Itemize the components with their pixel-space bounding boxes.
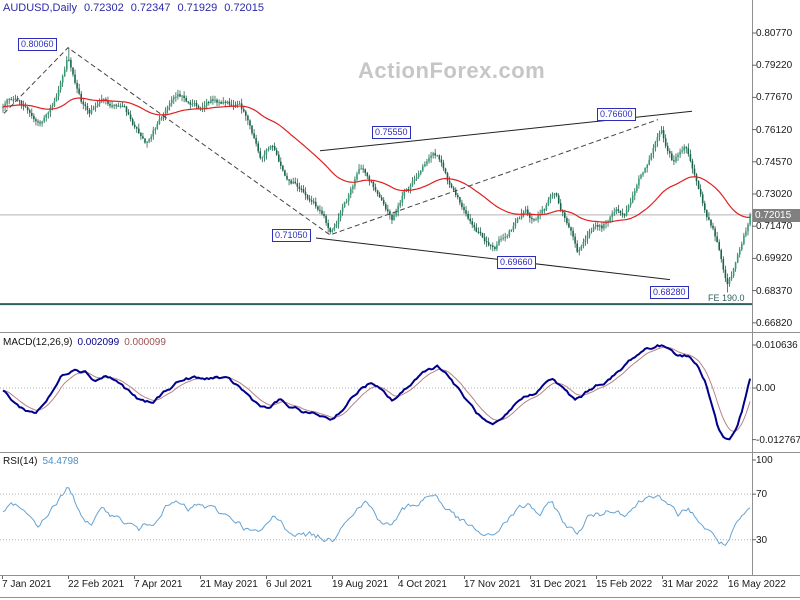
rsi-axis-label: 70 xyxy=(756,489,768,501)
price-axis-label: 0.73020 xyxy=(756,188,793,200)
rsi-axis-label: 100 xyxy=(756,455,773,466)
price-axis-label: 0.68370 xyxy=(756,285,793,297)
macd-signal-line xyxy=(2,346,751,432)
fe-expansion-label: FE 190.0 xyxy=(708,293,745,303)
solid-trendline xyxy=(315,237,671,281)
axis-ticks xyxy=(2,32,756,579)
date-axis-label: 21 May 2021 xyxy=(200,579,258,590)
date-axis-label: 16 May 2022 xyxy=(728,579,786,590)
rsi-line xyxy=(2,487,751,547)
price-annotation-box: 0.71050 xyxy=(272,229,311,242)
price-axis-label: 0.79220 xyxy=(756,60,793,72)
price-annotation-box: 0.69660 xyxy=(497,256,536,269)
macd-axis-label: -0.012767 xyxy=(756,434,800,446)
price-axis-label: 0.66820 xyxy=(756,317,793,329)
rsi-label: RSI(14) xyxy=(3,456,38,467)
macd-signal-value: 0.000099 xyxy=(124,337,166,348)
rsi-axis-label: 30 xyxy=(756,534,768,546)
dashed-zigzag-trendline xyxy=(3,47,659,236)
candles xyxy=(2,47,751,293)
current-price-tag: 0.72015 xyxy=(753,209,800,222)
price-annotation-box: 0.76600 xyxy=(597,108,636,121)
rsi-value: 54.4798 xyxy=(42,456,79,467)
symbol-timeframe: AUDUSD,Daily xyxy=(3,2,77,14)
price-axis-label: 0.80770 xyxy=(756,28,793,39)
quote-open: 0.72302 xyxy=(83,2,124,14)
quote-high: 0.72347 xyxy=(130,2,171,14)
date-axis-label: 22 Feb 2021 xyxy=(68,579,125,590)
price-annotation-box: 0.68280 xyxy=(650,286,689,299)
macd-axis-label: 0.010636 xyxy=(756,339,798,351)
quote-low: 0.71929 xyxy=(177,2,218,14)
rsi-header: RSI(14) 54.4798 xyxy=(3,456,79,467)
price-axis-label: 0.76120 xyxy=(756,124,793,136)
date-axis-label: 7 Apr 2021 xyxy=(134,579,183,590)
date-axis-label: 17 Nov 2021 xyxy=(464,579,521,590)
price-annotation-box: 0.80060 xyxy=(18,38,57,51)
date-axis-label: 19 Aug 2021 xyxy=(332,579,389,590)
chart-title: AUDUSD,Daily 0.72302 0.72347 0.71929 0.72015 xyxy=(3,2,271,14)
macd-main-line xyxy=(2,343,752,441)
price-annotation-box: 0.75550 xyxy=(372,126,411,139)
price-axis-label: 0.74570 xyxy=(756,156,793,168)
watermark: ActionForex.com xyxy=(358,58,546,83)
date-axis-label: 15 Feb 2022 xyxy=(596,579,653,590)
date-axis-label: 4 Oct 2021 xyxy=(398,579,447,590)
price-axis-label: 0.69920 xyxy=(756,253,793,265)
macd-header: MACD(12,26,9) 0.002099 0.000099 xyxy=(3,337,166,348)
price-axis-label: 0.77670 xyxy=(756,92,793,104)
date-axis-label: 31 Dec 2021 xyxy=(530,579,587,590)
date-axis-label: 31 Mar 2022 xyxy=(662,579,719,590)
macd-label: MACD(12,26,9) xyxy=(3,337,73,348)
date-axis-label: 6 Jul 2021 xyxy=(266,579,313,590)
price-axis-label: 0.71470 xyxy=(756,221,793,233)
macd-axis-label: 0.00 xyxy=(756,383,776,394)
date-axis-label: 7 Jan 2021 xyxy=(2,579,52,590)
macd-main-value: 0.002099 xyxy=(77,337,120,348)
moving-average-line xyxy=(2,97,751,223)
quote-close: 0.72015 xyxy=(224,2,265,14)
